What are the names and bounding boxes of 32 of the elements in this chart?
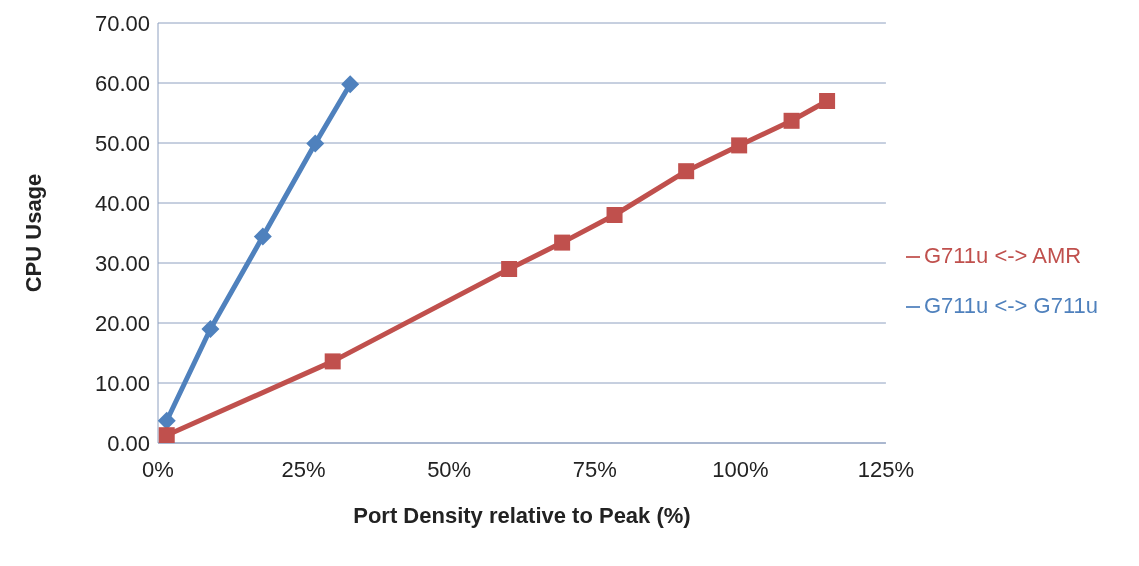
x-tick-label: 0% [142, 456, 174, 482]
point [678, 163, 695, 180]
y-tick-label: 60.00 [94, 70, 150, 96]
point [158, 427, 175, 443]
point [158, 411, 176, 430]
legend-label: G711u <-> AMR [923, 242, 1082, 268]
point [341, 75, 360, 94]
point [501, 261, 518, 277]
point [253, 227, 272, 246]
y-tick-label: 20.00 [94, 310, 150, 336]
x-tick-label: 125% [857, 456, 915, 482]
x-tick-label: 75% [572, 456, 617, 482]
y-tick-label: 40.00 [94, 190, 150, 216]
x-tick-label: 25% [281, 456, 326, 482]
y-tick-label: 10.00 [94, 370, 150, 396]
point [606, 207, 623, 223]
point [201, 320, 220, 338]
x-axis-title: Port Density relative to Peak (%) [353, 503, 691, 528]
point [783, 112, 800, 129]
legend-label: G711u <-> G711u [923, 292, 1098, 318]
y-tick-label: 70.00 [94, 10, 150, 36]
x-tick-label: 50% [427, 456, 472, 482]
point [819, 93, 836, 109]
y-tick-label: 30.00 [94, 250, 150, 276]
y-tick-label: 0.00 [107, 430, 150, 456]
x-tick-label: 100% [712, 456, 769, 482]
y-tick-label: 50.00 [94, 130, 150, 156]
point [306, 134, 325, 153]
point [554, 234, 571, 251]
point [731, 137, 748, 154]
point [324, 353, 341, 370]
y-axis-title: CPU Usage [20, 173, 46, 293]
